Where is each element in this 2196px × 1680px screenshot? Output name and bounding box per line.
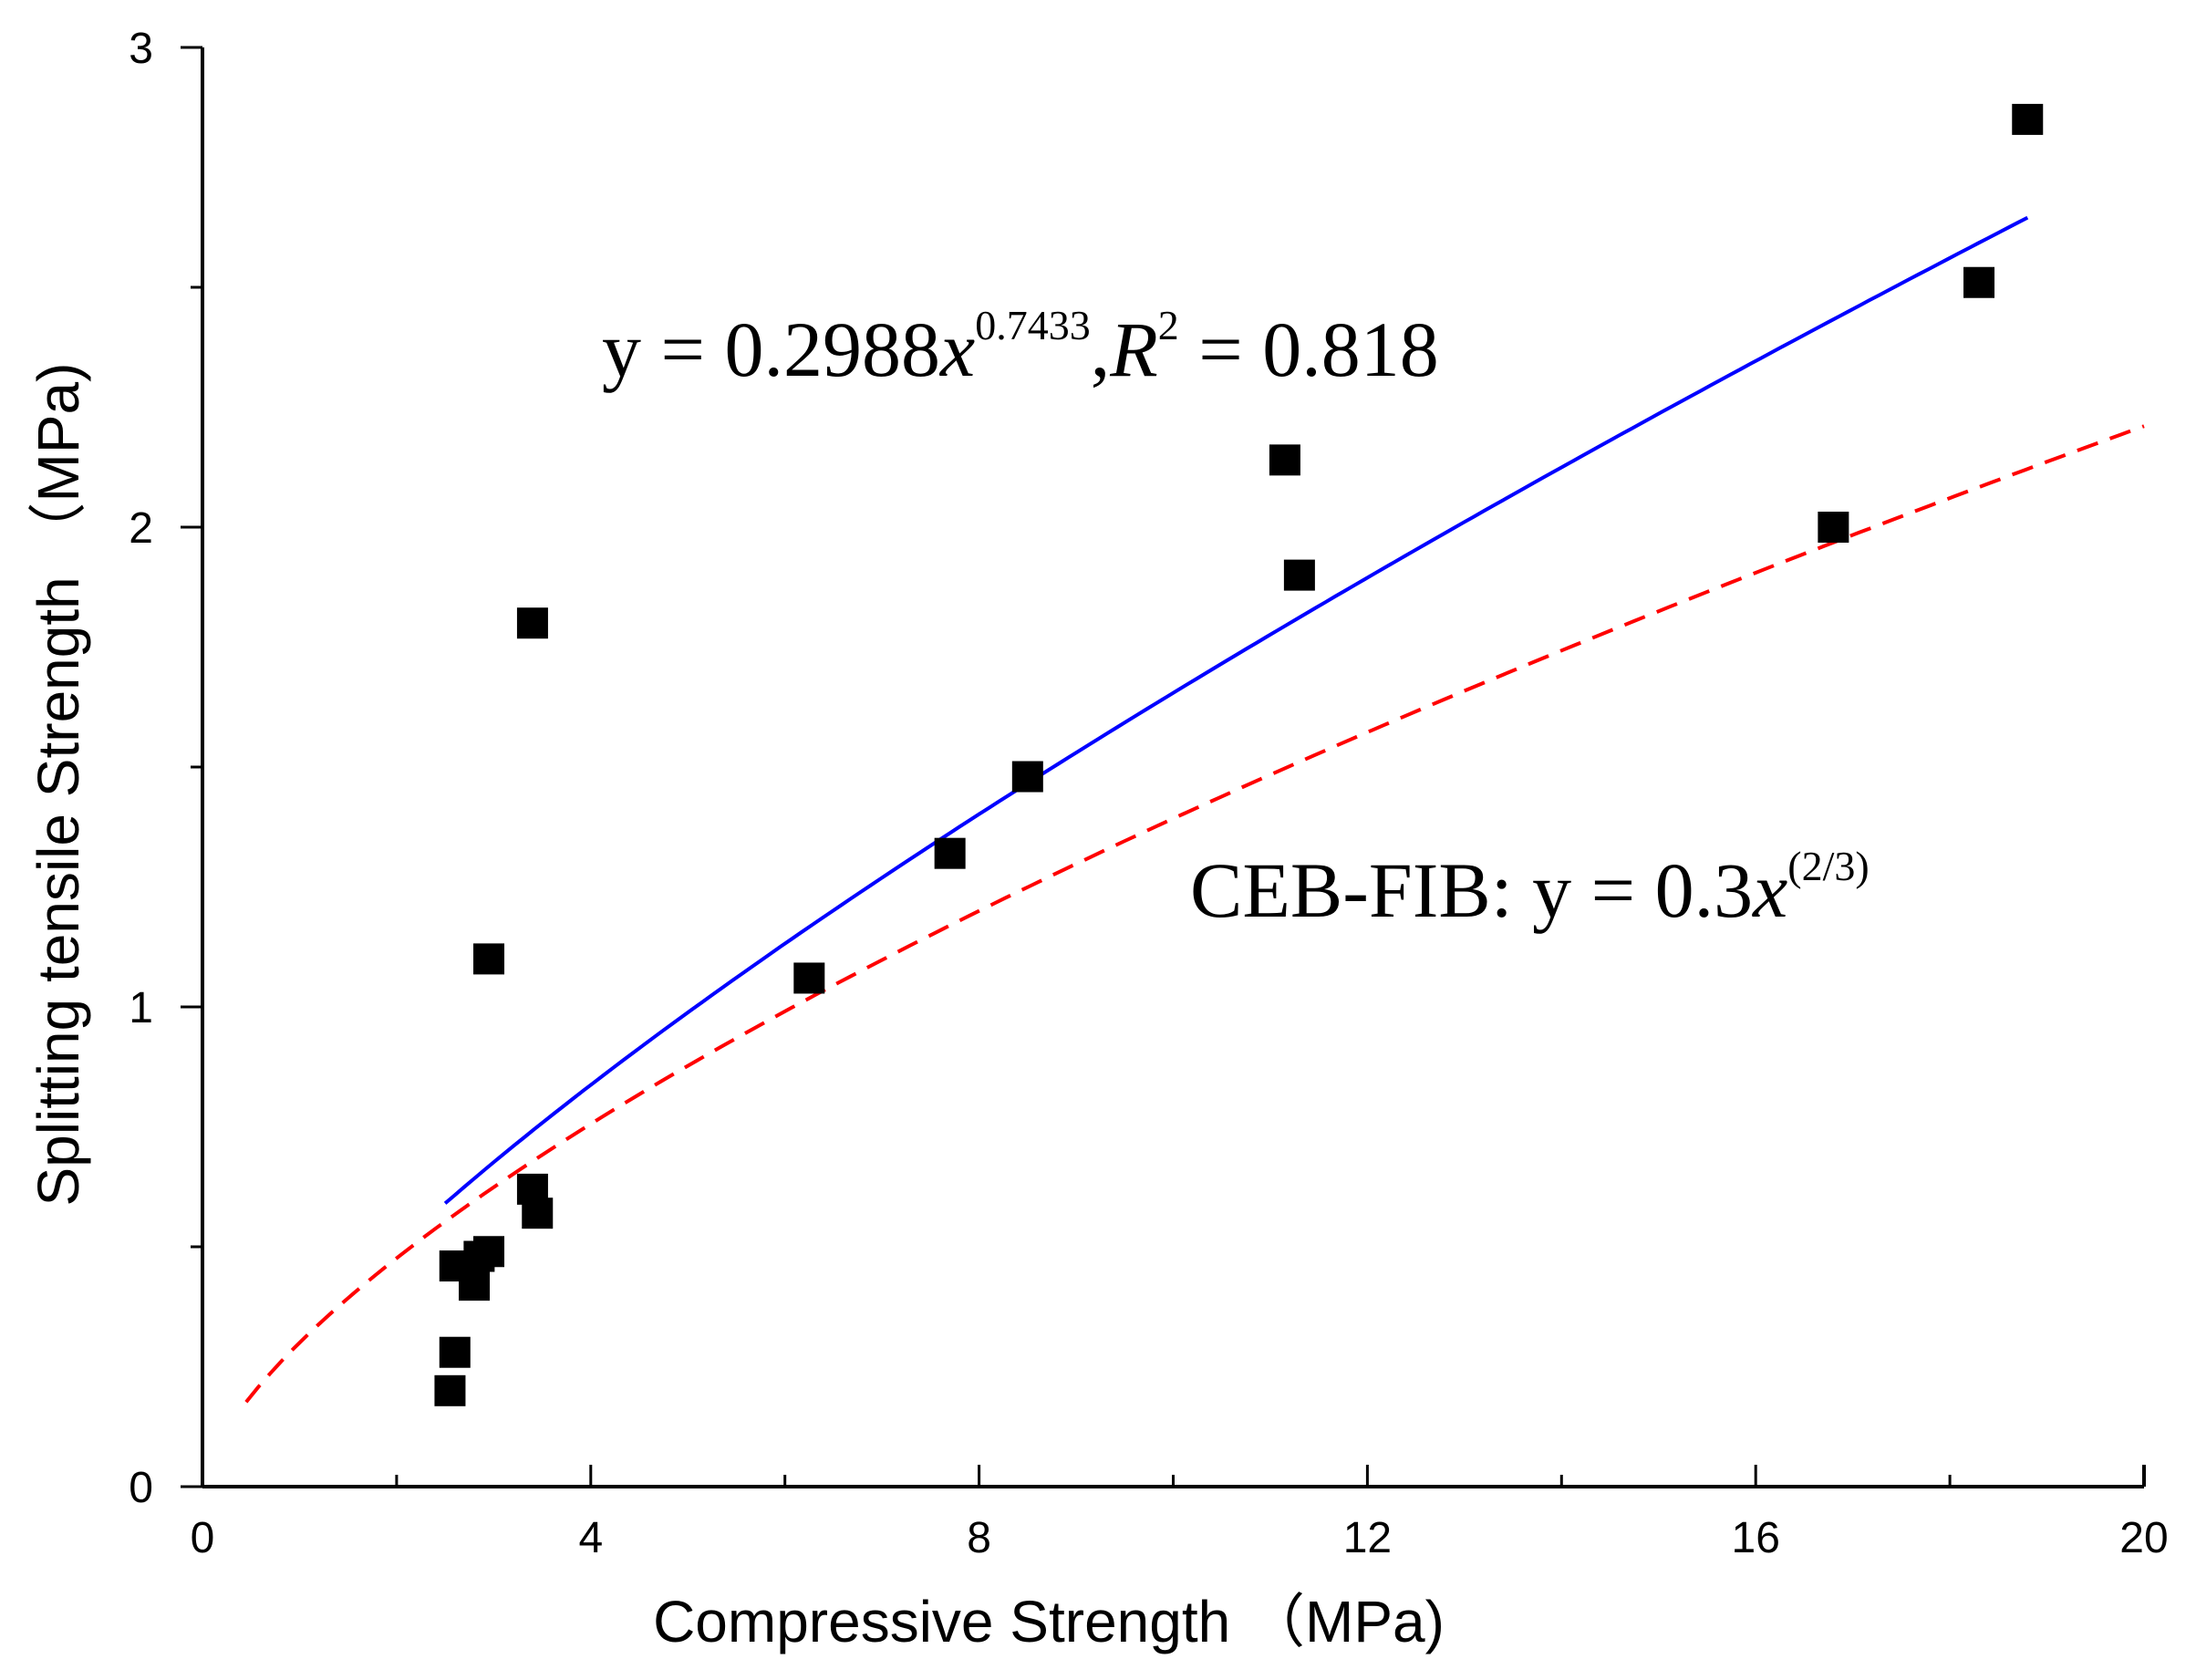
x-tick-label: 8	[967, 1514, 991, 1562]
ceb-eq-main: CEB-FIB: y = 0.3	[1190, 846, 1753, 934]
y-axis-title: Splitting tensile Strength （MPa)	[26, 363, 91, 1207]
x-tick-label: 0	[191, 1514, 215, 1562]
fit-eq-r: R	[1109, 306, 1158, 393]
data-point	[934, 837, 966, 869]
y-tick-label: 3	[129, 25, 153, 73]
data-point	[1011, 761, 1043, 793]
x-tick-label: 16	[1732, 1514, 1780, 1562]
x-tick-labels: 0 4 8 12 16 20	[191, 1514, 2169, 1562]
data-points	[434, 103, 2044, 1406]
data-point	[459, 1270, 491, 1301]
x-tick-label: 4	[578, 1514, 603, 1562]
fitted-curve	[443, 215, 2029, 1205]
data-point	[434, 1374, 466, 1406]
data-point	[793, 962, 825, 994]
y-tick-labels: 0 1 2 3	[129, 25, 153, 1512]
data-point	[439, 1336, 471, 1368]
fit-eq-r-value: = 0.818	[1179, 306, 1439, 393]
y-ticks	[181, 46, 202, 1488]
x-axis-title: Compressive Strength （MPa)	[653, 1589, 1445, 1654]
fit-eq-sep: ,	[1091, 306, 1111, 393]
fit-eq-exponent: 0.7433	[975, 302, 1091, 348]
data-point	[473, 943, 505, 975]
ceb-fib-curve	[244, 424, 2145, 1404]
x-tick-label: 20	[2119, 1514, 2168, 1562]
fit-equation-annotation: y = 0.2988x0.7433,R2 = 0.818	[602, 302, 1439, 393]
x-tick-label: 12	[1343, 1514, 1392, 1562]
y-tick-label: 0	[129, 1464, 153, 1512]
y-tick-label: 2	[129, 504, 153, 553]
fit-eq-main: y = 0.2988	[602, 306, 940, 393]
fit-eq-x: x	[938, 306, 975, 393]
x-ticks	[201, 1465, 2146, 1487]
data-point	[1283, 559, 1315, 591]
ceb-eq-exponent: (2/3)	[1787, 843, 1869, 889]
fit-eq-r-sup: 2	[1158, 302, 1179, 348]
data-point	[1963, 266, 1995, 298]
data-point	[2012, 103, 2044, 135]
data-point	[1269, 444, 1300, 476]
ceb-fib-annotation: CEB-FIB: y = 0.3x(2/3)	[1190, 843, 1870, 934]
data-point	[1818, 512, 1849, 543]
data-point	[473, 1236, 505, 1268]
ceb-eq-x: x	[1751, 846, 1787, 934]
y-tick-label: 1	[129, 984, 153, 1032]
data-point	[516, 607, 548, 639]
data-point	[522, 1198, 554, 1229]
